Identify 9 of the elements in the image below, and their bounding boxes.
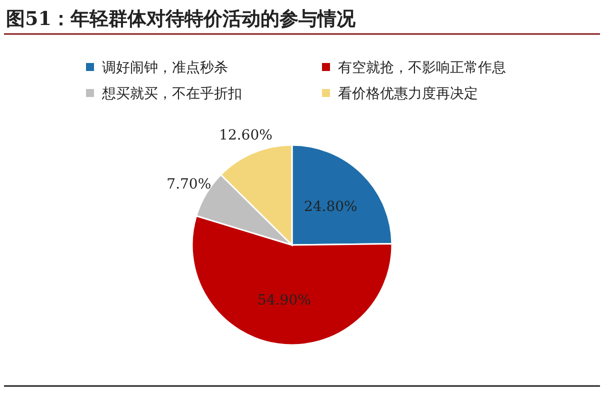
data-label: 54.90% [258, 292, 311, 308]
legend-label: 有空就抢，不影响正常作息 [338, 60, 506, 76]
chart-title: 图51：年轻群体对待特价活动的参与情况 [6, 8, 356, 30]
legend-label: 调好闹钟，准点秒杀 [102, 60, 228, 76]
legend-label: 看价格优惠力度再决定 [338, 86, 478, 102]
legend-label: 想买就买，不在乎折扣 [101, 86, 242, 102]
data-label: 7.70% [166, 176, 212, 193]
data-label: 12.60% [219, 127, 272, 144]
data-label: 24.80% [304, 198, 358, 215]
